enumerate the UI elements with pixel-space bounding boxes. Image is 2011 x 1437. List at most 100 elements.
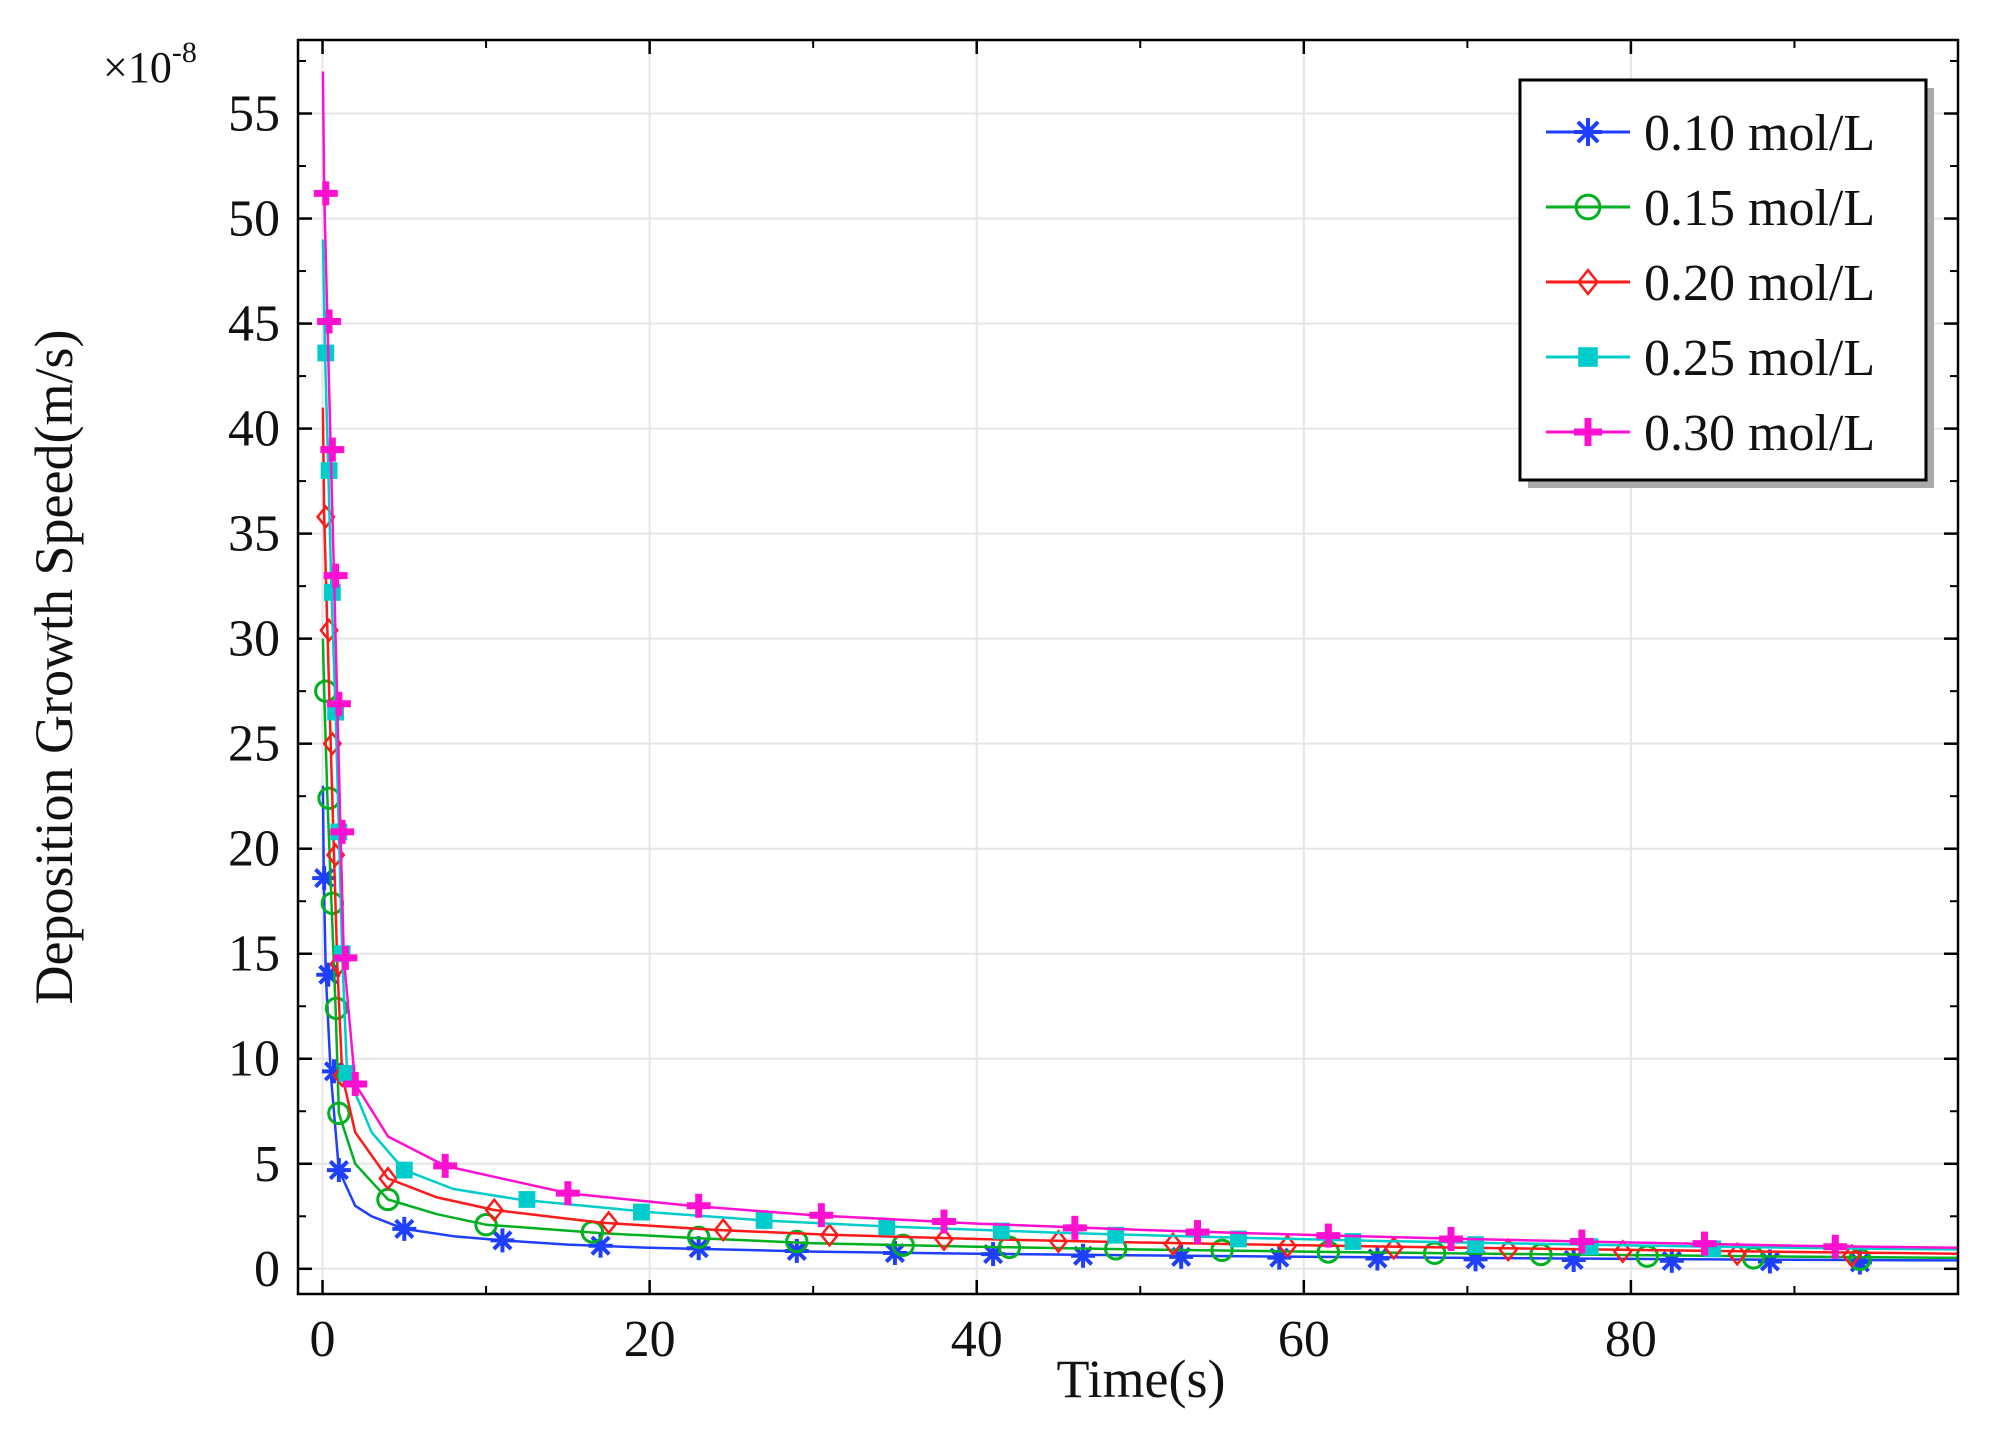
data-point-plus <box>313 181 338 206</box>
data-point-diamond <box>1841 1243 1862 1268</box>
data-point-diamond <box>1384 1236 1404 1261</box>
data-point-circle <box>474 1212 498 1237</box>
data-point-square <box>1107 1226 1125 1244</box>
series-4 <box>317 239 1958 1258</box>
data-point-plus <box>809 1203 834 1228</box>
y-tick-label: 5 <box>254 1136 280 1193</box>
data-point-square <box>395 1161 413 1179</box>
ticks <box>298 40 1958 1294</box>
data-point-diamond <box>1498 1237 1519 1263</box>
data-point-plus <box>1316 1223 1341 1248</box>
y-tick-label: 50 <box>228 191 280 248</box>
data-point-plus <box>433 1153 458 1178</box>
data-point-square <box>317 344 335 362</box>
data-point-diamond <box>1576 268 1600 296</box>
data-point-plus <box>1574 418 1602 446</box>
data-point-plus <box>317 309 342 334</box>
data-point-diamond <box>1048 1229 1069 1254</box>
data-point-square <box>1229 1230 1247 1248</box>
data-point-diamond <box>1727 1241 1747 1267</box>
data-point-asterisk <box>326 1158 351 1183</box>
grid <box>298 40 1958 1294</box>
data-point-square <box>320 462 338 480</box>
x-tick-label: 20 <box>624 1311 676 1368</box>
data-point-circle <box>1210 1238 1234 1263</box>
data-point-asterisk <box>588 1233 613 1258</box>
data-point-circle <box>891 1233 915 1257</box>
data-point-asterisk <box>1169 1244 1194 1269</box>
series-line <box>321 638 1958 1260</box>
data-point-diamond <box>484 1197 505 1223</box>
series-1 <box>312 785 1958 1275</box>
legend-label: 0.30 mol/L <box>1644 405 1875 462</box>
y-scale-exponent: -8 <box>172 36 197 69</box>
y-tick-label: 10 <box>228 1031 280 1088</box>
data-point-circle <box>785 1229 809 1254</box>
data-point-diamond <box>598 1210 619 1235</box>
legend-label: 0.20 mol/L <box>1644 255 1875 312</box>
data-point-asterisk <box>490 1228 515 1253</box>
data-point-diamond <box>1612 1239 1633 1264</box>
data-point-plus <box>333 945 358 970</box>
data-point-diamond <box>1277 1233 1298 1259</box>
data-point-plus <box>1823 1234 1848 1259</box>
y-tick-label: 35 <box>228 506 280 563</box>
data-point-plus <box>330 819 355 844</box>
y-scale-multiplier: ×10-8 <box>103 36 197 92</box>
x-axis-title: Time(s) <box>1056 1349 1225 1409</box>
legend: 0.10 mol/L 0.15 mol/L 0.20 mol/L 0.25 mol/L… <box>1518 78 1934 488</box>
plot-frame <box>296 38 1960 1296</box>
data-point-square <box>1578 347 1598 367</box>
data-point-plus <box>323 563 348 588</box>
data-point-asterisk <box>1659 1248 1684 1273</box>
y-tick-label: 0 <box>254 1241 280 1298</box>
data-point-plus <box>1692 1231 1717 1256</box>
series-3 <box>316 407 1958 1268</box>
data-point-circle <box>324 996 349 1021</box>
data-point-circle <box>327 1101 351 1126</box>
data-point-diamond <box>1163 1231 1183 1257</box>
data-point-diamond <box>378 1166 398 1191</box>
data-point-circle <box>686 1225 711 1249</box>
data-point-plus <box>326 691 351 716</box>
data-point-plus <box>1439 1226 1464 1251</box>
data-point-plus <box>1062 1215 1087 1240</box>
data-point-plus <box>1569 1229 1594 1254</box>
x-tick-label: 80 <box>1605 1311 1657 1368</box>
y-tick-label: 20 <box>228 821 280 878</box>
data-point-diamond <box>934 1227 954 1252</box>
data-point-square <box>323 584 341 601</box>
x-tick-label: 40 <box>951 1311 1003 1368</box>
data-point-plus <box>555 1181 580 1206</box>
data-point-square <box>518 1191 536 1208</box>
y-tick-label: 30 <box>228 611 280 668</box>
y-scale-base: ×10 <box>103 43 172 92</box>
data-point-plus <box>932 1209 957 1234</box>
series-group <box>312 71 1958 1275</box>
legend-label: 0.25 mol/L <box>1644 330 1875 387</box>
legend-box <box>1518 78 1928 482</box>
y-tick-label: 25 <box>228 716 280 773</box>
y-tick-label: 40 <box>228 401 280 458</box>
data-point-asterisk <box>312 866 337 891</box>
data-point-square <box>633 1203 650 1221</box>
data-point-circle <box>1574 193 1602 221</box>
data-point-plus <box>320 437 345 462</box>
data-point-asterisk <box>392 1216 417 1241</box>
legend-label: 0.15 mol/L <box>1644 180 1875 237</box>
x-tick-label: 0 <box>310 1311 336 1368</box>
legend-entry: 0.30 mol/L <box>1546 405 1875 462</box>
data-point-diamond <box>713 1217 733 1243</box>
legend-label: 0.10 mol/L <box>1644 105 1875 162</box>
data-point-asterisk <box>1574 118 1602 146</box>
legend-entry: 0.10 mol/L <box>1546 105 1875 162</box>
data-point-square <box>338 1065 356 1082</box>
data-point-plus <box>343 1071 368 1096</box>
legend-entry: 0.25 mol/L <box>1546 330 1875 387</box>
legend-entry: 0.15 mol/L <box>1546 180 1875 237</box>
x-tick-label: 60 <box>1278 1311 1330 1368</box>
data-point-square <box>878 1218 896 1236</box>
series-5 <box>313 71 1958 1259</box>
data-point-square <box>755 1212 773 1229</box>
